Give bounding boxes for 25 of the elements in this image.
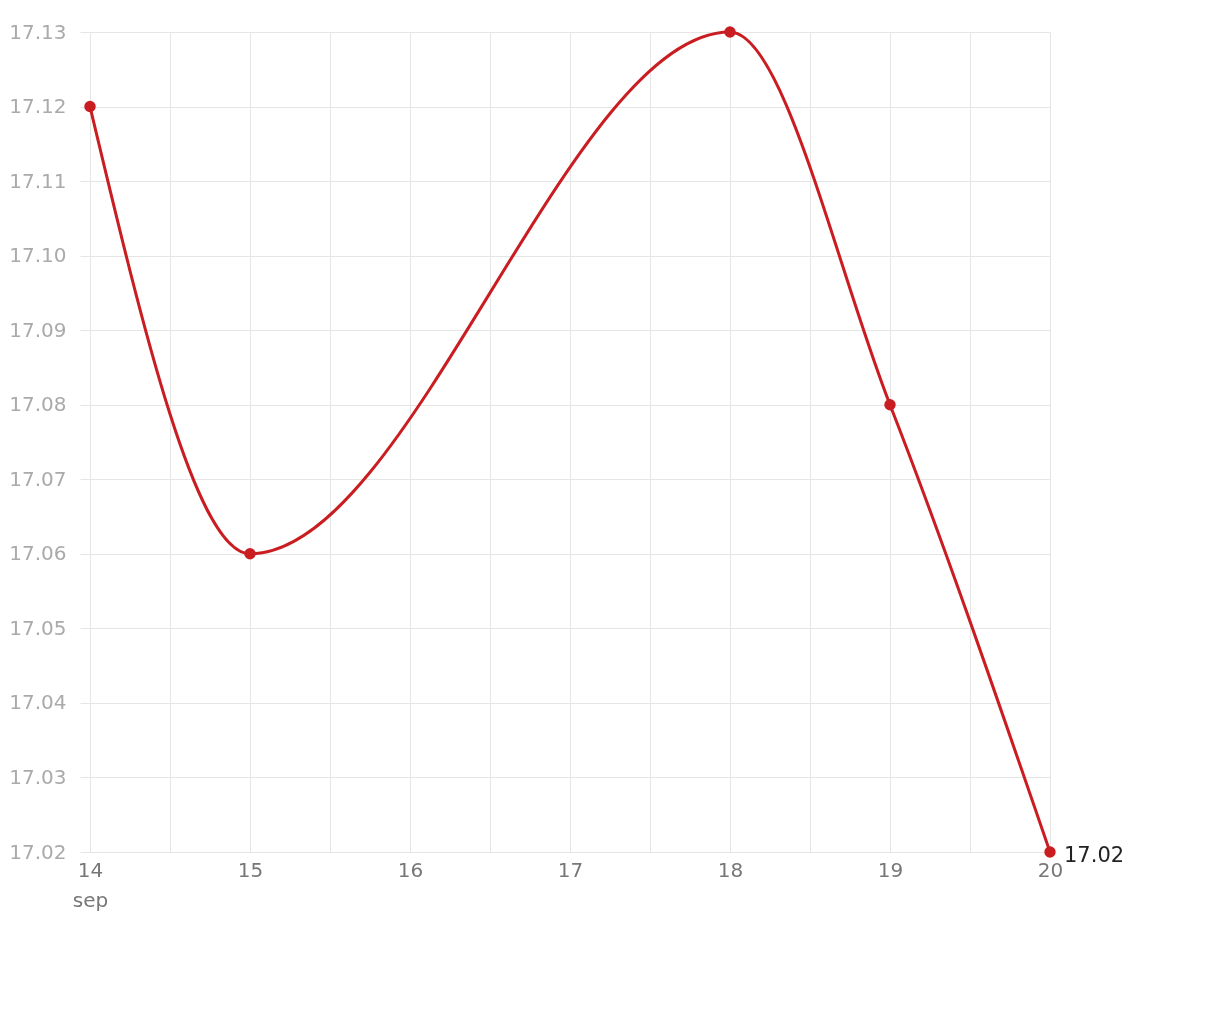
x-tick-label: 15 xyxy=(237,857,264,882)
y-tick-label: 17.06 xyxy=(9,541,67,566)
x-tick-label: 18 xyxy=(717,857,744,882)
point xyxy=(884,399,896,411)
point xyxy=(1044,846,1056,858)
x-tick-label: 16 xyxy=(397,857,424,882)
point xyxy=(244,548,256,560)
y-tick-label: 17.08 xyxy=(9,392,67,417)
x-tick-label: 19 xyxy=(877,857,904,882)
y-tick-label: 17.05 xyxy=(9,615,67,640)
y-tick-label: 17.07 xyxy=(9,466,67,491)
y-tick-label: 17.10 xyxy=(9,243,67,268)
x-tick-label: 14 sep xyxy=(72,857,109,912)
y-tick-label: 17.09 xyxy=(9,317,67,342)
y-tick-label: 17.12 xyxy=(9,94,67,119)
x-tick-label: 20 xyxy=(1037,857,1064,882)
y-tick-label: 17.11 xyxy=(9,168,67,193)
data-label: 17.02 xyxy=(1064,843,1125,867)
x-tick-label: 17 xyxy=(557,857,584,882)
point xyxy=(84,100,96,113)
point xyxy=(724,26,736,38)
y-tick-label: 17.13 xyxy=(9,19,67,44)
y-tick-label: 17.04 xyxy=(9,690,67,715)
y-tick-label: 17.03 xyxy=(9,764,67,789)
y-tick-label: 17.02 xyxy=(9,839,67,864)
